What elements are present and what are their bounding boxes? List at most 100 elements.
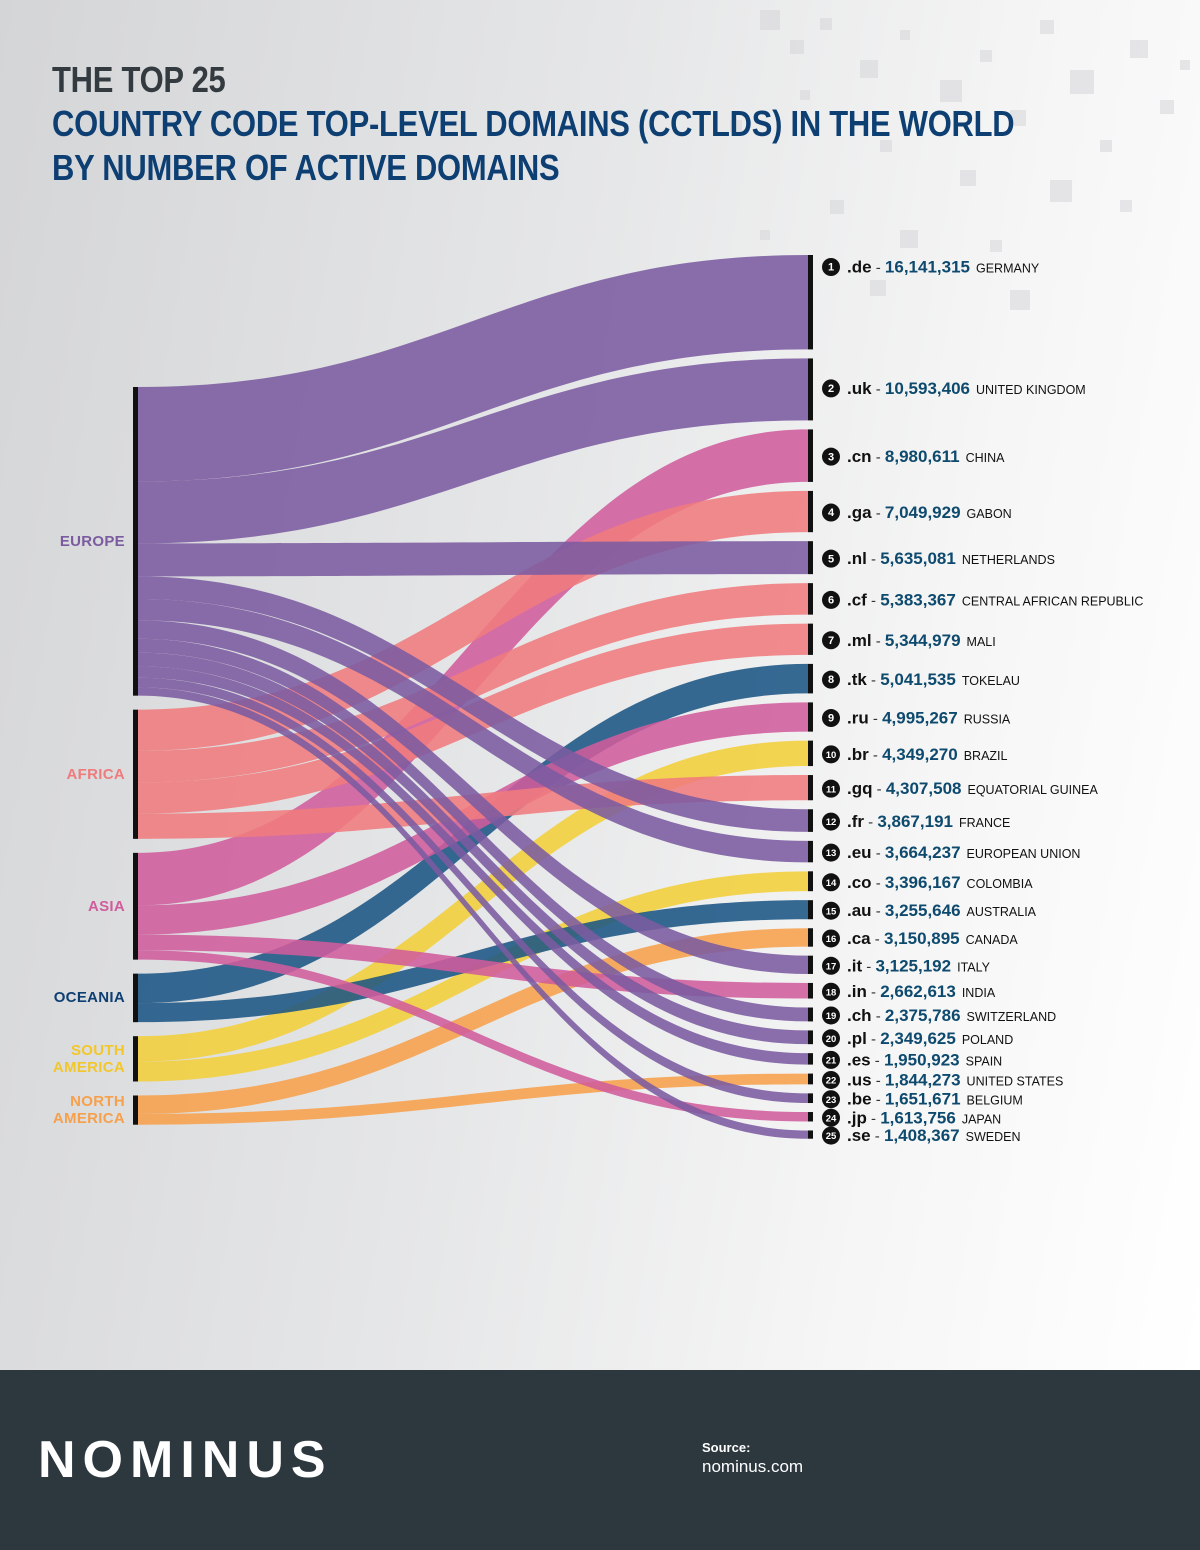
ribbons (138, 255, 808, 1139)
domain-text: .it - 3,125,192 ITALY (847, 956, 991, 975)
domain-text: .uk - 10,593,406 UNITED KINGDOM (847, 379, 1086, 398)
ribbon-pl (138, 652, 808, 1045)
rank-number: 13 (826, 848, 837, 859)
tld-label: .ru (847, 709, 869, 728)
decorative-square (1130, 40, 1148, 58)
separator: - (872, 1092, 885, 1109)
domain-text: .ca - 3,150,895 CANADA (847, 929, 1018, 948)
domain-label: 7 .ml - 5,344,979 MALI (822, 631, 996, 650)
value-label: 3,125,192 (875, 956, 951, 975)
ribbon-ca (138, 928, 808, 1114)
domain-text: .br - 4,349,270 BRAZIL (847, 745, 1008, 764)
ribbon-es (138, 666, 808, 1065)
decorative-square (1070, 70, 1094, 94)
tld-label: .it (847, 956, 862, 975)
rank-number: 11 (826, 784, 837, 795)
ribbon-co (138, 871, 808, 1082)
separator: - (872, 449, 885, 466)
domain-bar-tk (808, 663, 813, 694)
region-label-europe: EUROPE (10, 533, 125, 550)
rank-badge (822, 503, 840, 522)
domain-bar-us (808, 1073, 813, 1085)
separator: - (867, 984, 880, 1001)
region-bar-north_america (133, 1095, 138, 1125)
rank-badge (822, 779, 840, 798)
domain-bar-cn (808, 429, 813, 482)
country-label: SWEDEN (966, 1130, 1021, 1144)
ribbon-it (138, 620, 808, 974)
country-label: CANADA (966, 933, 1019, 947)
domain-bar-fr (808, 809, 813, 832)
decorative-square (760, 230, 770, 240)
domain-label: 15 .au - 3,255,646 AUSTRALIA (822, 901, 1037, 920)
separator: - (871, 931, 884, 948)
rank-number: 14 (826, 878, 837, 889)
region-bar-africa (133, 709, 138, 839)
region-label-africa: AFRICA (10, 766, 125, 783)
decorative-square (870, 280, 886, 296)
value-label: 7,049,929 (885, 503, 961, 522)
tld-label: .pl (847, 1029, 867, 1048)
country-label: SPAIN (966, 1054, 1003, 1068)
domain-label: 14 .co - 3,396,167 COLOMBIA (822, 873, 1033, 892)
separator: - (862, 958, 875, 975)
tld-label: .uk (847, 379, 872, 398)
domain-bar-ch (808, 1007, 813, 1022)
nominus-logo: NOMINUS (38, 1431, 333, 1489)
domain-label: 1 .de - 16,141,315 GERMANY (822, 258, 1040, 277)
separator: - (871, 1128, 884, 1145)
region-bar-oceania (133, 973, 138, 1023)
country-label: INDIA (962, 986, 996, 1000)
tld-label: .us (847, 1070, 872, 1089)
decorative-square (1050, 180, 1072, 202)
separator: - (872, 875, 885, 892)
domain-bar-eu (808, 840, 813, 863)
footer: NOMINUS Source: nominus.com (0, 1370, 1200, 1550)
rank-badge (822, 929, 840, 948)
domain-bar-gq (808, 775, 813, 801)
tld-label: .se (847, 1126, 871, 1145)
rank-number: 21 (826, 1055, 837, 1066)
country-label: COLOMBIA (967, 877, 1034, 891)
rank-number: 24 (826, 1113, 837, 1124)
rank-badge (822, 873, 840, 892)
value-label: 2,349,625 (880, 1029, 956, 1048)
tld-label: .ca (847, 929, 871, 948)
domain-bar-es (808, 1053, 813, 1065)
domain-text: .co - 3,396,167 COLOMBIA (847, 873, 1033, 892)
rank-number: 2 (828, 383, 834, 395)
region-label-line: EUROPE (59, 532, 125, 550)
separator: - (867, 1031, 880, 1048)
rank-number: 19 (826, 1011, 837, 1022)
value-label: 5,635,081 (880, 549, 956, 568)
rank-badge (822, 1108, 840, 1127)
tld-label: .gq (847, 779, 873, 798)
value-label: 4,349,270 (882, 745, 958, 764)
ribbon-nl (138, 541, 808, 577)
country-label: GERMANY (976, 262, 1040, 276)
separator: - (867, 551, 880, 568)
ribbon-br (138, 740, 808, 1062)
rank-number: 9 (828, 713, 834, 725)
value-label: 10,593,406 (885, 379, 970, 398)
node-bars (133, 255, 813, 1139)
decorative-square (980, 50, 992, 62)
title-line-2: COUNTRY CODE TOP-LEVEL DOMAINS (CCTLDS) … (52, 103, 1015, 144)
domain-bar-in (808, 982, 813, 999)
domain-label: 25 .se - 1,408,367 SWEDEN (822, 1126, 1021, 1145)
decorative-square (730, 120, 742, 132)
rank-badge (822, 379, 840, 398)
rank-badge (822, 1126, 840, 1145)
decorative-square (900, 230, 918, 248)
domain-label: 13 .eu - 3,664,237 EUROPEAN UNION (822, 843, 1080, 862)
title-line-1: THE TOP 25 (52, 59, 226, 100)
decorative-square (800, 90, 810, 100)
rank-number: 20 (826, 1034, 837, 1045)
decorative-square (820, 18, 832, 30)
separator: - (872, 260, 885, 277)
domain-text: .se - 1,408,367 SWEDEN (847, 1126, 1021, 1145)
separator: - (872, 505, 885, 522)
rank-number: 23 (826, 1095, 837, 1106)
domain-label: 11 .gq - 4,307,508 EQUATORIAL GUINEA (822, 779, 1098, 798)
rank-number: 15 (826, 906, 837, 917)
